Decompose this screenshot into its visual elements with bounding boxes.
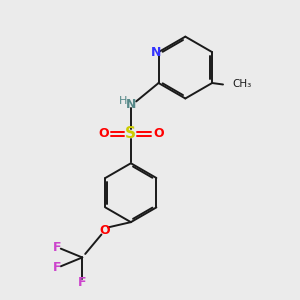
Text: O: O — [98, 127, 109, 140]
Text: F: F — [53, 241, 61, 254]
Text: H: H — [118, 96, 127, 106]
Text: F: F — [78, 276, 86, 289]
Text: O: O — [153, 127, 164, 140]
Text: N: N — [126, 98, 136, 111]
Text: N: N — [151, 46, 161, 59]
Text: S: S — [125, 126, 136, 141]
Text: F: F — [53, 261, 61, 274]
Text: CH₃: CH₃ — [233, 80, 252, 89]
Text: O: O — [99, 224, 110, 238]
